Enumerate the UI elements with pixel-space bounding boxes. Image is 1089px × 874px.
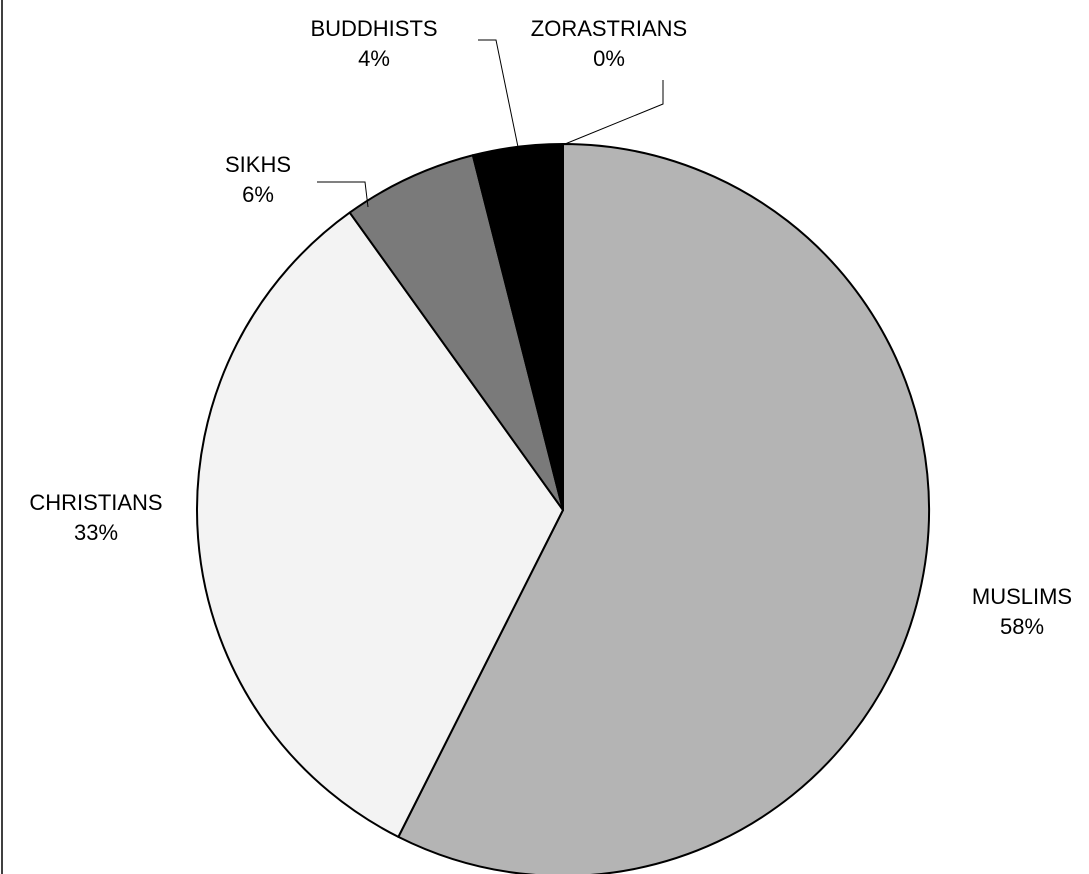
slice-label: MUSLIMS [972,584,1072,609]
pie-slice [397,143,930,874]
slice-label: CHRISTIANS [29,490,162,515]
leader-line [317,181,369,208]
slice-label: SIKHS [225,152,291,177]
leader-line [478,39,519,148]
slice-value-label: 0% [593,46,625,71]
pie-slice [348,154,564,511]
slice-value-label: 6% [242,182,274,207]
pie-slice [196,211,564,838]
slice-value-label: 33% [74,520,118,545]
slice-label: BUDDHISTS [310,16,437,41]
slice-value-label: 4% [358,46,390,71]
leader-line [564,80,664,145]
slice-label: ZORASTRIANS [531,16,687,41]
slice-value-label: 58% [1000,614,1044,639]
